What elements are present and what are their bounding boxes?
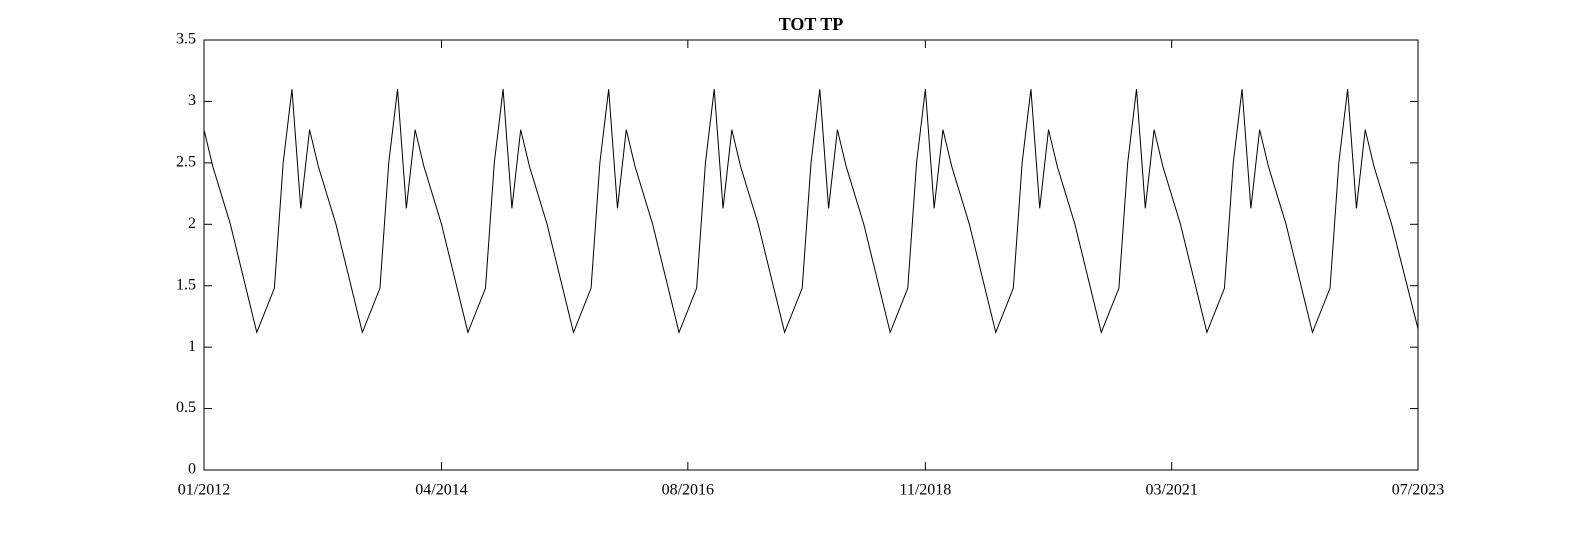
y-tick-label: 3 [188,92,196,109]
y-tick-label: 2.5 [176,154,196,171]
data-line [203,89,1419,335]
y-tick-label: 3.5 [176,31,196,48]
y-tick-label: 0.5 [176,399,196,416]
x-tick-label: 01/2012 [178,482,230,499]
plot-frame [203,39,1419,471]
x-tick-label: 07/2023 [1392,482,1444,499]
y-tick-label: 1.5 [176,276,196,293]
x-tick-label: 04/2014 [415,482,467,499]
x-tick-label: 03/2021 [1145,482,1197,499]
chart-title: TOT TP [779,14,844,34]
y-tick-label: 1 [188,338,196,355]
y-tick-label: 0 [188,461,196,478]
x-tick-label: 11/2018 [899,482,951,499]
y-tick-label: 2 [188,215,196,232]
x-tick-label: 08/2016 [662,482,714,499]
